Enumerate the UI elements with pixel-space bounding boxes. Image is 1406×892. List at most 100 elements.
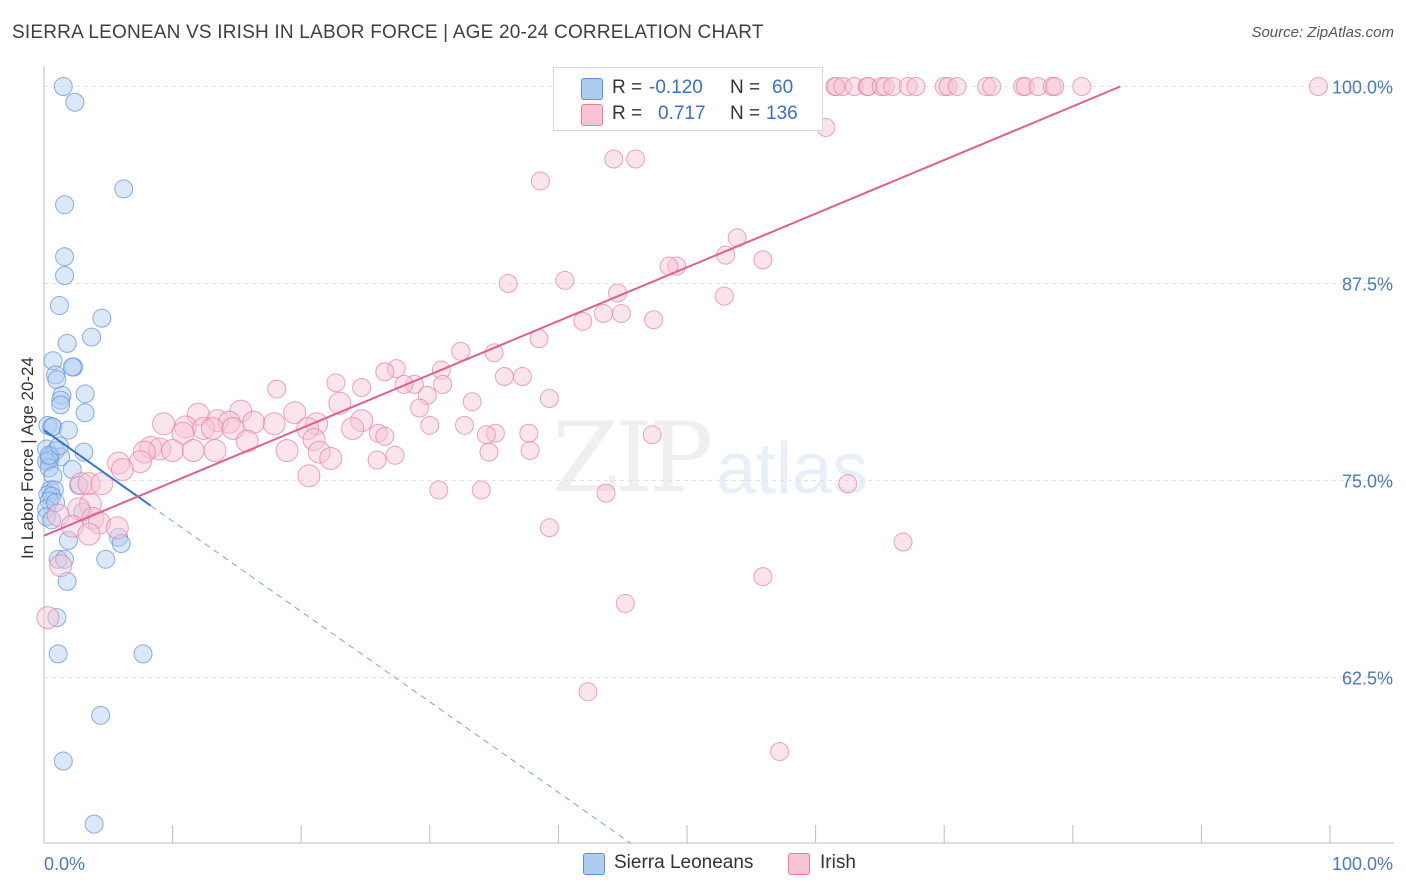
irish-point xyxy=(947,76,967,96)
irish-point xyxy=(753,250,773,270)
irish-point xyxy=(203,439,227,463)
y-tick-label: 75.0% xyxy=(1342,472,1393,492)
sierra-leonean-point xyxy=(92,308,112,328)
irish-point xyxy=(539,518,559,538)
irish-point xyxy=(302,428,326,452)
irish-point xyxy=(375,362,395,382)
legend-swatch-sierra-leoneans xyxy=(581,78,603,100)
irish-point xyxy=(906,76,926,96)
sierra-leonean-point xyxy=(58,420,78,440)
sierra-leonean-point xyxy=(55,247,75,267)
irish-point xyxy=(367,450,387,470)
irish-trendline xyxy=(43,85,1121,537)
irish-point xyxy=(386,359,406,379)
irish-point xyxy=(770,742,790,762)
irish-point xyxy=(484,343,504,363)
sierra-leonean-point xyxy=(96,549,116,569)
irish-point xyxy=(352,378,372,398)
irish-point xyxy=(573,311,593,331)
irish-point xyxy=(132,440,156,464)
watermark-zip: ZIP xyxy=(552,402,713,514)
irish-point xyxy=(1045,76,1065,96)
irish-point xyxy=(539,389,559,409)
sierra-leonean-trendline-extension xyxy=(150,505,631,844)
chart-title: SIERRA LEONEAN VS IRISH IN LABOR FORCE |… xyxy=(12,22,764,43)
legend-swatch-sierra-leoneans xyxy=(583,853,605,875)
legend-r-value: 0.717 xyxy=(658,103,706,124)
sierra-leonean-point xyxy=(43,466,63,486)
irish-point xyxy=(326,373,346,393)
legend-swatch-irish xyxy=(788,853,810,875)
irish-point xyxy=(578,682,598,702)
irish-point xyxy=(494,366,514,386)
irish-point xyxy=(49,554,73,578)
sierra-leonean-trendline xyxy=(43,429,152,507)
legend-label-irish: Irish xyxy=(820,852,856,873)
sierra-leonean-point xyxy=(65,92,85,112)
sierra-leonean-point xyxy=(37,507,57,527)
irish-point xyxy=(319,446,343,470)
irish-point xyxy=(462,392,482,412)
irish-point xyxy=(181,439,205,463)
irish-point xyxy=(69,472,93,496)
irish-point xyxy=(611,303,631,323)
irish-point xyxy=(78,492,102,516)
irish-point xyxy=(385,445,405,465)
irish-point xyxy=(433,374,453,394)
irish-point xyxy=(530,171,550,191)
sierra-leonean-point xyxy=(43,417,63,437)
irish-point xyxy=(105,516,129,540)
x-tick-label: 0.0% xyxy=(44,854,85,874)
irish-point xyxy=(455,415,475,435)
irish-point xyxy=(476,425,496,445)
irish-point xyxy=(283,401,307,425)
sierra-leonean-point xyxy=(39,445,59,465)
irish-point xyxy=(36,606,60,630)
irish-point xyxy=(520,441,540,461)
irish-point xyxy=(186,402,210,426)
irish-point xyxy=(161,439,185,463)
irish-point xyxy=(982,76,1002,96)
irish-point xyxy=(519,423,539,443)
irish-point xyxy=(838,474,858,494)
sierra-leonean-point xyxy=(58,530,78,550)
irish-point xyxy=(90,472,114,496)
irish-point xyxy=(714,286,734,306)
sierra-leonean-point xyxy=(133,644,153,664)
sierra-leonean-point xyxy=(82,327,102,347)
irish-point xyxy=(977,76,997,96)
legend-swatch-irish xyxy=(581,104,603,126)
sierra-leonean-point xyxy=(53,76,73,96)
legend-r-label: R = xyxy=(612,103,643,124)
irish-point xyxy=(410,398,430,418)
irish-point xyxy=(375,426,395,446)
watermark-atlas: atlas xyxy=(716,429,869,509)
irish-point xyxy=(498,273,518,293)
sierra-leonean-point xyxy=(47,370,67,390)
irish-point xyxy=(350,409,374,433)
irish-point xyxy=(596,483,616,503)
sierra-leonean-point xyxy=(84,814,104,834)
irish-point xyxy=(77,472,101,496)
irish-point xyxy=(262,412,286,436)
irish-point xyxy=(644,310,664,330)
legend-n-value: 136 xyxy=(766,103,798,124)
irish-point xyxy=(615,593,635,613)
irish-point xyxy=(1028,76,1048,96)
irish-point xyxy=(604,149,624,169)
irish-point xyxy=(555,270,575,290)
irish-point xyxy=(893,532,913,552)
irish-point xyxy=(341,416,365,440)
stats-legend: R = -0.120 N = 60 R = 0.717 N = 136 xyxy=(553,67,823,131)
irish-point xyxy=(77,522,101,546)
irish-point xyxy=(110,457,134,481)
sierra-leonean-point xyxy=(75,384,95,404)
irish-point xyxy=(833,76,853,96)
sierra-leonean-point xyxy=(75,403,95,423)
sierra-leonean-point xyxy=(91,705,111,725)
irish-point xyxy=(471,480,491,500)
irish-point xyxy=(200,416,224,440)
irish-point xyxy=(152,412,176,436)
sierra-leonean-point xyxy=(49,296,69,316)
